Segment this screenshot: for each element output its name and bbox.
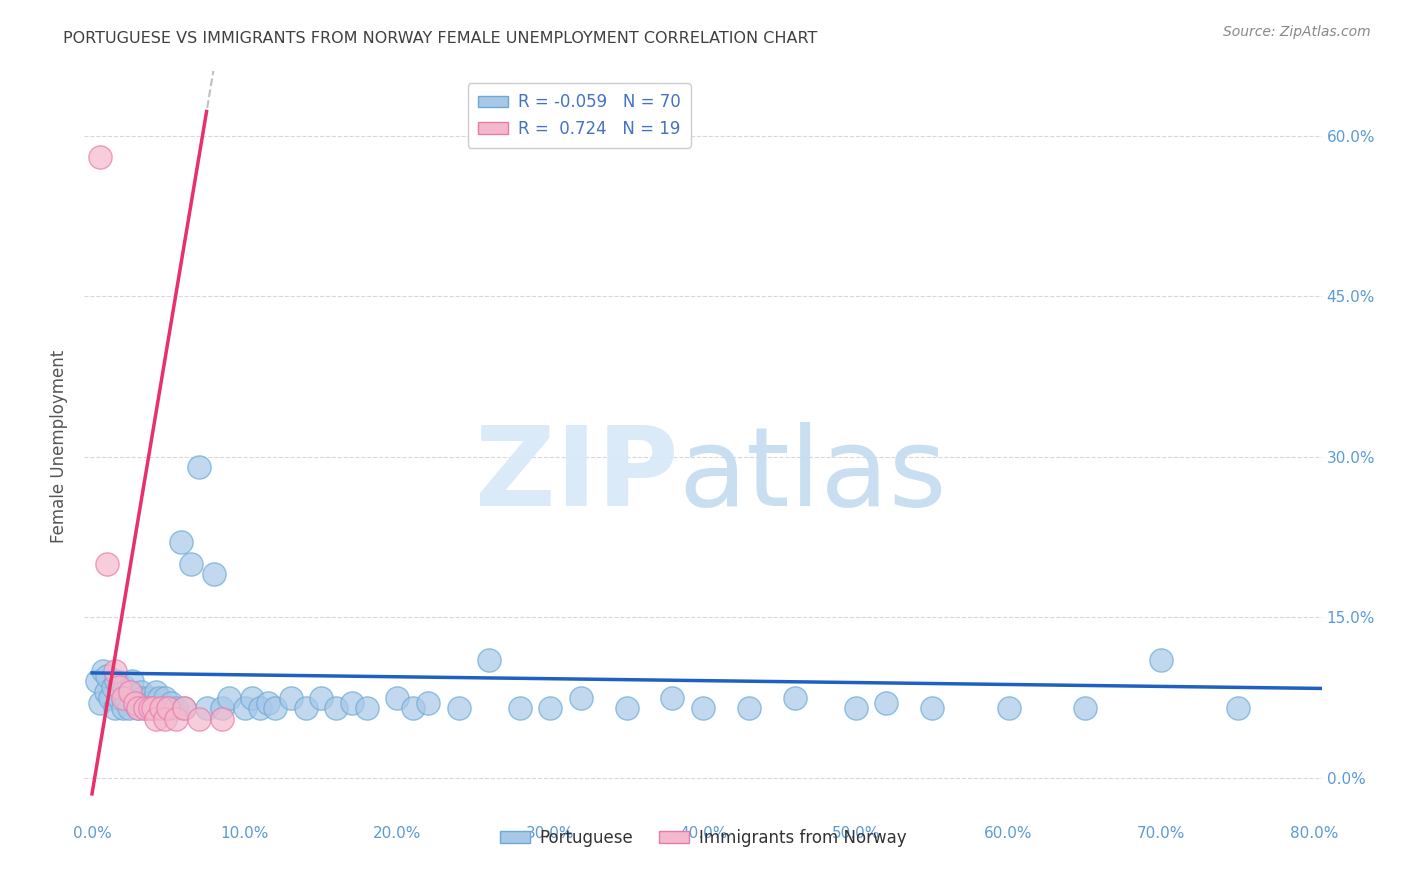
Point <box>875 696 897 710</box>
Point <box>134 701 156 715</box>
Point <box>157 701 180 715</box>
Text: atlas: atlas <box>678 423 946 530</box>
Point <box>921 701 943 715</box>
Point <box>96 557 118 571</box>
Point <box>280 690 302 705</box>
Point <box>145 685 167 699</box>
Point <box>173 701 195 715</box>
Point <box>142 701 165 715</box>
Point <box>356 701 378 715</box>
Point <box>211 712 233 726</box>
Point <box>187 712 209 726</box>
Point <box>1150 653 1173 667</box>
Point <box>120 685 142 699</box>
Point <box>148 690 170 705</box>
Point <box>139 701 162 715</box>
Point <box>111 701 134 715</box>
Point <box>129 685 152 699</box>
Point <box>124 696 146 710</box>
Point <box>416 696 439 710</box>
Point <box>121 674 143 689</box>
Point <box>155 712 177 726</box>
Point <box>387 690 409 705</box>
Point <box>108 680 131 694</box>
Text: Source: ZipAtlas.com: Source: ZipAtlas.com <box>1223 25 1371 39</box>
Point <box>118 701 141 715</box>
Point <box>233 701 256 715</box>
Point <box>98 690 121 705</box>
Point <box>997 701 1019 715</box>
Point <box>264 701 287 715</box>
Point <box>692 701 714 715</box>
Point <box>242 690 264 705</box>
Point <box>616 701 638 715</box>
Point <box>738 701 761 715</box>
Point <box>478 653 501 667</box>
Point <box>120 685 142 699</box>
Point <box>447 701 470 715</box>
Point <box>783 690 806 705</box>
Point <box>340 696 363 710</box>
Point <box>149 701 172 715</box>
Point <box>105 674 128 689</box>
Y-axis label: Female Unemployment: Female Unemployment <box>51 350 69 542</box>
Point <box>145 712 167 726</box>
Point <box>509 701 531 715</box>
Point <box>94 685 117 699</box>
Point <box>108 690 131 705</box>
Point <box>89 696 111 710</box>
Point <box>195 701 218 715</box>
Point <box>89 150 111 164</box>
Point <box>211 701 233 715</box>
Point <box>218 690 240 705</box>
Point <box>661 690 683 705</box>
Point <box>249 701 271 715</box>
Point <box>160 696 183 710</box>
Point <box>134 701 156 715</box>
Point <box>845 701 868 715</box>
Point <box>169 535 191 549</box>
Point <box>124 696 146 710</box>
Point <box>104 701 127 715</box>
Point <box>538 701 561 715</box>
Point <box>309 690 332 705</box>
Point <box>127 701 149 715</box>
Point <box>165 701 187 715</box>
Point <box>180 557 202 571</box>
Point <box>104 664 127 678</box>
Point <box>173 701 195 715</box>
Point <box>187 460 209 475</box>
Point <box>142 701 165 715</box>
Point <box>111 690 134 705</box>
Point <box>131 690 153 705</box>
Point <box>165 712 187 726</box>
Point <box>155 690 177 705</box>
Point <box>256 696 278 710</box>
Point <box>138 690 160 705</box>
Point <box>112 680 135 694</box>
Point <box>202 567 225 582</box>
Point <box>402 701 425 715</box>
Point <box>96 669 118 683</box>
Text: ZIP: ZIP <box>475 423 678 530</box>
Point <box>325 701 347 715</box>
Point <box>127 701 149 715</box>
Point <box>150 701 173 715</box>
Point <box>91 664 114 678</box>
Point <box>139 696 162 710</box>
Text: PORTUGUESE VS IMMIGRANTS FROM NORWAY FEMALE UNEMPLOYMENT CORRELATION CHART: PORTUGUESE VS IMMIGRANTS FROM NORWAY FEM… <box>63 31 818 46</box>
Point <box>1226 701 1249 715</box>
Point <box>114 690 136 705</box>
Point <box>569 690 592 705</box>
Legend: Portuguese, Immigrants from Norway: Portuguese, Immigrants from Norway <box>494 822 912 854</box>
Point <box>86 674 108 689</box>
Point <box>157 701 180 715</box>
Point <box>1074 701 1097 715</box>
Point <box>103 680 125 694</box>
Point <box>295 701 318 715</box>
